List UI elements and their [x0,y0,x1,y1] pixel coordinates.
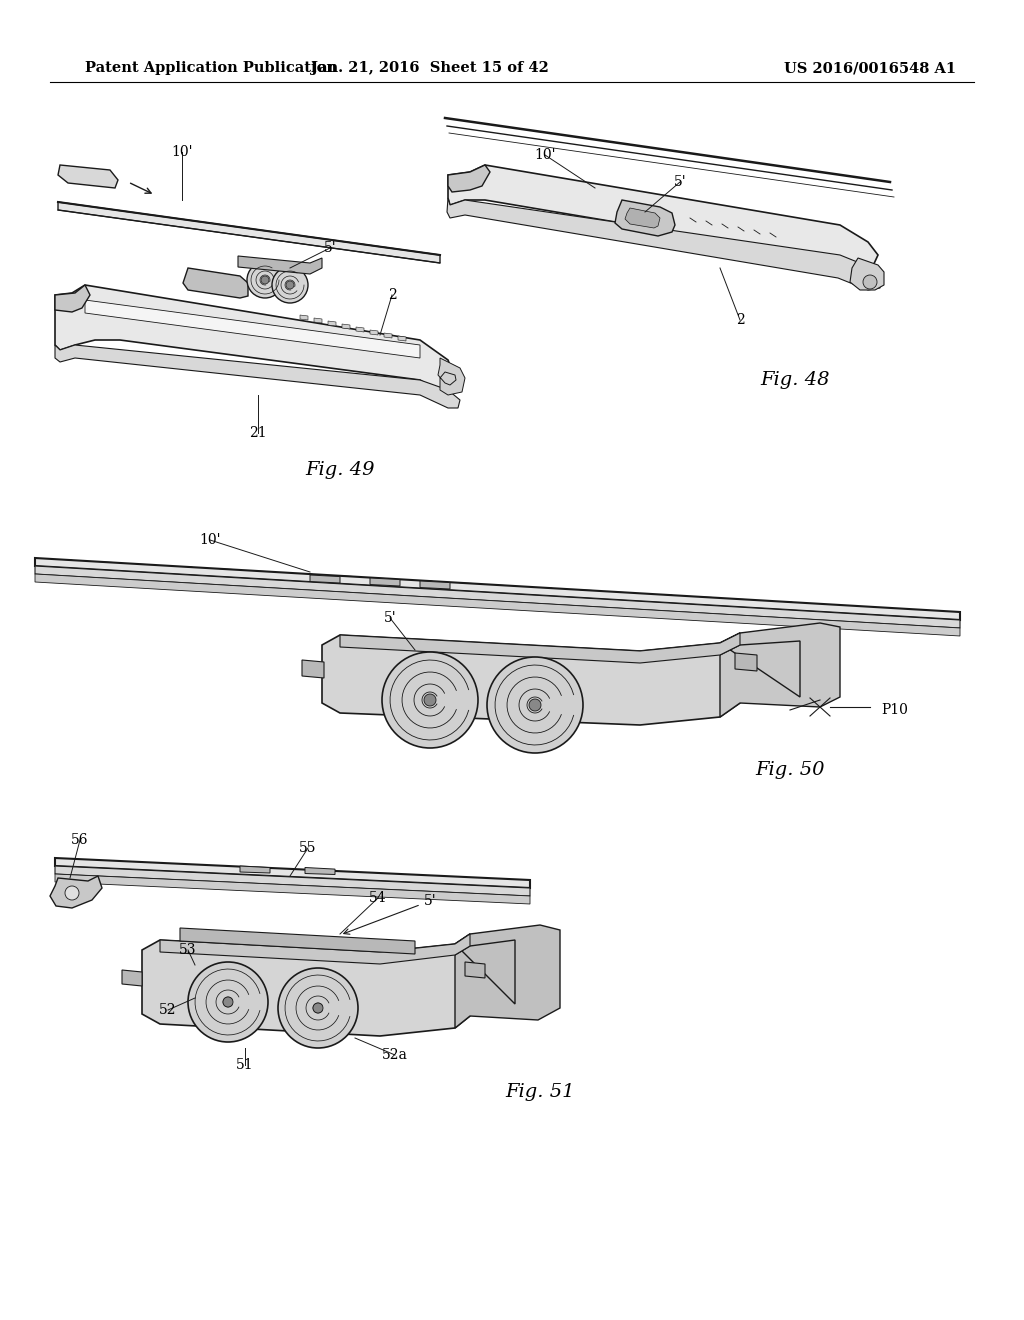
Circle shape [313,1003,323,1012]
Polygon shape [455,925,560,1028]
Text: Fig. 50: Fig. 50 [756,762,824,779]
Polygon shape [300,315,308,319]
Text: 5': 5' [384,611,396,624]
Polygon shape [449,165,878,271]
Text: 54: 54 [370,891,387,906]
Text: 53: 53 [179,942,197,957]
Text: Jan. 21, 2016  Sheet 15 of 42: Jan. 21, 2016 Sheet 15 of 42 [311,61,549,75]
Polygon shape [180,928,415,954]
Circle shape [529,700,541,711]
Polygon shape [142,935,470,1036]
Polygon shape [55,345,460,408]
Polygon shape [340,634,740,663]
Polygon shape [465,962,485,978]
Circle shape [278,968,358,1048]
Polygon shape [370,578,400,586]
Polygon shape [50,876,102,908]
Polygon shape [370,330,378,335]
Polygon shape [183,268,248,298]
Text: Fig. 48: Fig. 48 [760,371,829,389]
Polygon shape [625,209,660,228]
Circle shape [247,261,283,298]
Polygon shape [449,165,490,191]
Polygon shape [55,866,530,896]
Circle shape [272,267,308,304]
Circle shape [863,275,877,289]
Text: 5': 5' [324,242,336,255]
Text: 52: 52 [160,1003,177,1016]
Polygon shape [384,333,392,338]
Polygon shape [615,201,675,236]
Polygon shape [310,576,340,583]
Polygon shape [55,285,455,392]
Polygon shape [35,558,961,620]
Polygon shape [850,257,884,290]
Polygon shape [55,874,530,904]
Polygon shape [322,634,740,725]
Text: 2: 2 [388,288,396,302]
Text: P10: P10 [882,704,908,717]
Circle shape [286,281,294,289]
Polygon shape [55,285,90,312]
Polygon shape [55,858,530,888]
Polygon shape [314,318,322,323]
Text: 52a: 52a [382,1048,408,1063]
Text: 2: 2 [735,313,744,327]
Polygon shape [35,566,961,628]
Text: US 2016/0016548 A1: US 2016/0016548 A1 [784,61,956,75]
Polygon shape [735,653,757,671]
Text: 5': 5' [344,894,436,935]
Circle shape [424,694,436,706]
Polygon shape [85,300,420,358]
Polygon shape [420,581,450,589]
Text: Fig. 51: Fig. 51 [505,1082,574,1101]
Circle shape [261,276,269,284]
Text: 10': 10' [200,533,221,546]
Polygon shape [438,358,465,395]
Polygon shape [305,867,335,874]
Polygon shape [35,574,961,636]
Text: 55: 55 [299,841,316,855]
Polygon shape [447,198,882,290]
Polygon shape [58,165,118,187]
Circle shape [382,652,478,748]
Text: Fig. 49: Fig. 49 [305,461,375,479]
Text: 21: 21 [249,426,267,440]
Text: 5': 5' [674,176,686,189]
Circle shape [188,962,268,1041]
Polygon shape [122,970,142,986]
Polygon shape [720,623,840,717]
Polygon shape [398,337,406,341]
Polygon shape [356,327,364,333]
Text: 10': 10' [171,145,193,158]
Polygon shape [160,935,470,964]
Text: 10': 10' [535,148,556,162]
Polygon shape [328,321,336,326]
Text: Patent Application Publication: Patent Application Publication [85,61,337,75]
Text: 51: 51 [237,1059,254,1072]
Polygon shape [302,660,324,678]
Polygon shape [58,202,440,263]
Polygon shape [342,323,350,329]
Text: 56: 56 [72,833,89,847]
Polygon shape [238,256,322,275]
Polygon shape [240,866,270,873]
Circle shape [65,886,79,900]
Circle shape [487,657,583,752]
Circle shape [223,997,233,1007]
